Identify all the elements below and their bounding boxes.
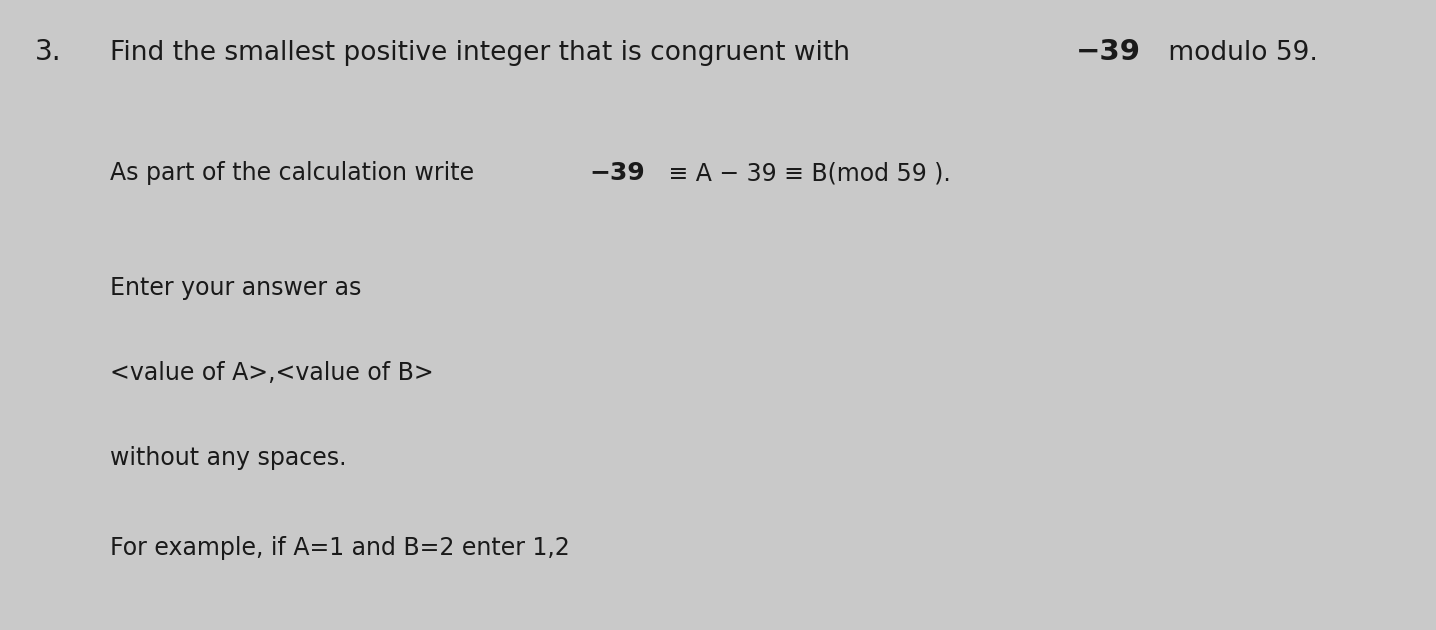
Text: <value of A>,<value of B>: <value of A>,<value of B> — [111, 361, 434, 385]
Text: modulo 59.: modulo 59. — [1159, 40, 1317, 66]
Text: ≡ A − 39 ≡ B(mod 59 ).: ≡ A − 39 ≡ B(mod 59 ). — [662, 161, 951, 185]
Text: Enter your answer as: Enter your answer as — [111, 276, 362, 300]
Text: Find the smallest positive integer that is congruent with: Find the smallest positive integer that … — [111, 40, 859, 66]
Text: 3.: 3. — [34, 38, 62, 66]
Text: without any spaces.: without any spaces. — [111, 446, 346, 470]
Text: For example, if A=1 and B=2 enter 1,2: For example, if A=1 and B=2 enter 1,2 — [111, 536, 570, 560]
Text: As part of the calculation write: As part of the calculation write — [111, 161, 481, 185]
Text: −39: −39 — [1076, 38, 1140, 66]
Text: −39: −39 — [590, 161, 645, 185]
